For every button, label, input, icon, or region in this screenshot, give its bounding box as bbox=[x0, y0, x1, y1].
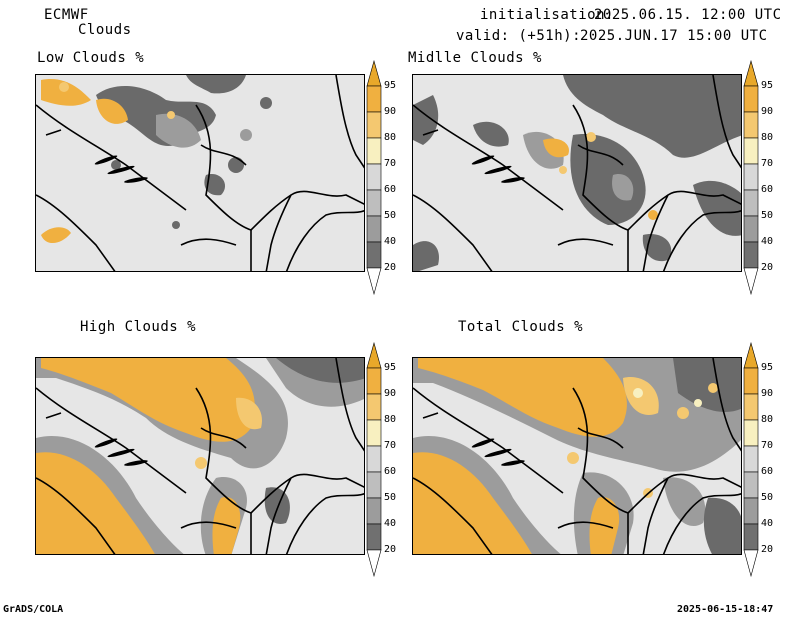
colorbar-segment bbox=[366, 137, 382, 165]
map-panel-total-clouds bbox=[412, 357, 742, 555]
colorbar-label: 60 bbox=[384, 466, 397, 477]
colorbar-segment bbox=[743, 419, 759, 447]
colorbar-segment bbox=[366, 497, 382, 525]
colorbar-label: 80 bbox=[761, 414, 774, 425]
colorbar-bottom-arrow bbox=[366, 549, 382, 578]
colorbar-label: 50 bbox=[761, 210, 774, 221]
colorbar-segment bbox=[366, 419, 382, 447]
colorbar-label: 95 bbox=[384, 362, 397, 373]
colorbar-label: 80 bbox=[384, 414, 397, 425]
colorbar-segment bbox=[743, 523, 759, 551]
colorbar-segment bbox=[366, 85, 382, 113]
colorbar-segment bbox=[743, 445, 759, 473]
colorbar-low: 95 90 80 70 60 50 40 20 bbox=[366, 60, 400, 296]
colorbar-segment bbox=[366, 241, 382, 269]
colorbar-segment bbox=[743, 189, 759, 217]
colorbar-top-arrow bbox=[743, 342, 759, 369]
colorbar-mid: 95 90 80 70 60 50 40 20 bbox=[743, 60, 777, 296]
colorbar-segment bbox=[743, 471, 759, 499]
colorbar-label: 40 bbox=[384, 518, 397, 529]
colorbar-segment bbox=[366, 523, 382, 551]
colorbar-segment bbox=[743, 163, 759, 191]
colorbar-segment bbox=[743, 137, 759, 165]
colorbar-segment bbox=[366, 189, 382, 217]
colorbar-label: 70 bbox=[384, 440, 397, 451]
colorbar-label: 40 bbox=[761, 236, 774, 247]
colorbar-segment bbox=[743, 85, 759, 113]
panel-title-mid: Midlle Clouds % bbox=[408, 50, 542, 66]
colorbar-high: 95 90 80 70 60 50 40 20 bbox=[366, 342, 400, 578]
colorbar-segment bbox=[743, 241, 759, 269]
colorbar-label: 20 bbox=[384, 544, 397, 555]
colorbar-segment bbox=[743, 215, 759, 243]
colorbar-segment bbox=[743, 111, 759, 139]
colorbar-label: 80 bbox=[761, 132, 774, 143]
valid-label: valid: (+51h): bbox=[456, 28, 582, 44]
colorbar-label: 60 bbox=[384, 184, 397, 195]
map-panel-middle-clouds bbox=[412, 74, 742, 272]
colorbar-top-arrow bbox=[743, 60, 759, 87]
colorbar-label: 20 bbox=[761, 544, 774, 555]
valid-time: 2025.JUN.17 15:00 UTC bbox=[580, 28, 768, 44]
colorbar-label: 20 bbox=[761, 262, 774, 273]
colorbar-segment bbox=[366, 163, 382, 191]
colorbar-label: 50 bbox=[384, 210, 397, 221]
init-label: initialisation: bbox=[480, 7, 614, 23]
product-name: Clouds bbox=[78, 22, 132, 38]
colorbar-bottom-arrow bbox=[366, 267, 382, 296]
colorbar-top-arrow bbox=[366, 342, 382, 369]
panel-title-high: High Clouds % bbox=[80, 319, 197, 335]
colorbar-label: 70 bbox=[761, 440, 774, 451]
panel-title-total: Total Clouds % bbox=[458, 319, 584, 335]
colorbar-label: 90 bbox=[761, 388, 774, 399]
colorbar-label: 40 bbox=[761, 518, 774, 529]
colorbar-label: 20 bbox=[384, 262, 397, 273]
colorbar-segment bbox=[743, 497, 759, 525]
colorbar-total: 95 90 80 70 60 50 40 20 bbox=[743, 342, 777, 578]
colorbar-label: 95 bbox=[761, 80, 774, 91]
colorbar-segment bbox=[366, 445, 382, 473]
colorbar-bottom-arrow bbox=[743, 267, 759, 296]
colorbar-label: 40 bbox=[384, 236, 397, 247]
colorbar-segment bbox=[366, 215, 382, 243]
colorbar-segment bbox=[743, 367, 759, 395]
init-time: 2025.06.15. 12:00 UTC bbox=[594, 7, 782, 23]
footer-timestamp: 2025-06-15-18:47 bbox=[677, 604, 774, 615]
colorbar-segment bbox=[366, 367, 382, 395]
colorbar-label: 70 bbox=[761, 158, 774, 169]
colorbar-segment bbox=[743, 393, 759, 421]
colorbar-label: 95 bbox=[761, 362, 774, 373]
colorbar-bottom-arrow bbox=[743, 549, 759, 578]
colorbar-label: 90 bbox=[761, 106, 774, 117]
map-panel-low-clouds bbox=[35, 74, 365, 272]
colorbar-label: 60 bbox=[761, 184, 774, 195]
colorbar-label: 90 bbox=[384, 388, 397, 399]
colorbar-label: 50 bbox=[761, 492, 774, 503]
colorbar-segment bbox=[366, 393, 382, 421]
colorbar-label: 90 bbox=[384, 106, 397, 117]
colorbar-label: 60 bbox=[761, 466, 774, 477]
colorbar-top-arrow bbox=[366, 60, 382, 87]
colorbar-label: 70 bbox=[384, 158, 397, 169]
colorbar-segment bbox=[366, 471, 382, 499]
colorbar-label: 95 bbox=[384, 80, 397, 91]
colorbar-label: 50 bbox=[384, 492, 397, 503]
colorbar-segment bbox=[366, 111, 382, 139]
map-panel-high-clouds bbox=[35, 357, 365, 555]
colorbar-label: 80 bbox=[384, 132, 397, 143]
model-name: ECMWF bbox=[44, 7, 89, 23]
footer-software: GrADS/COLA bbox=[3, 604, 64, 615]
panel-title-low: Low Clouds % bbox=[37, 50, 145, 66]
